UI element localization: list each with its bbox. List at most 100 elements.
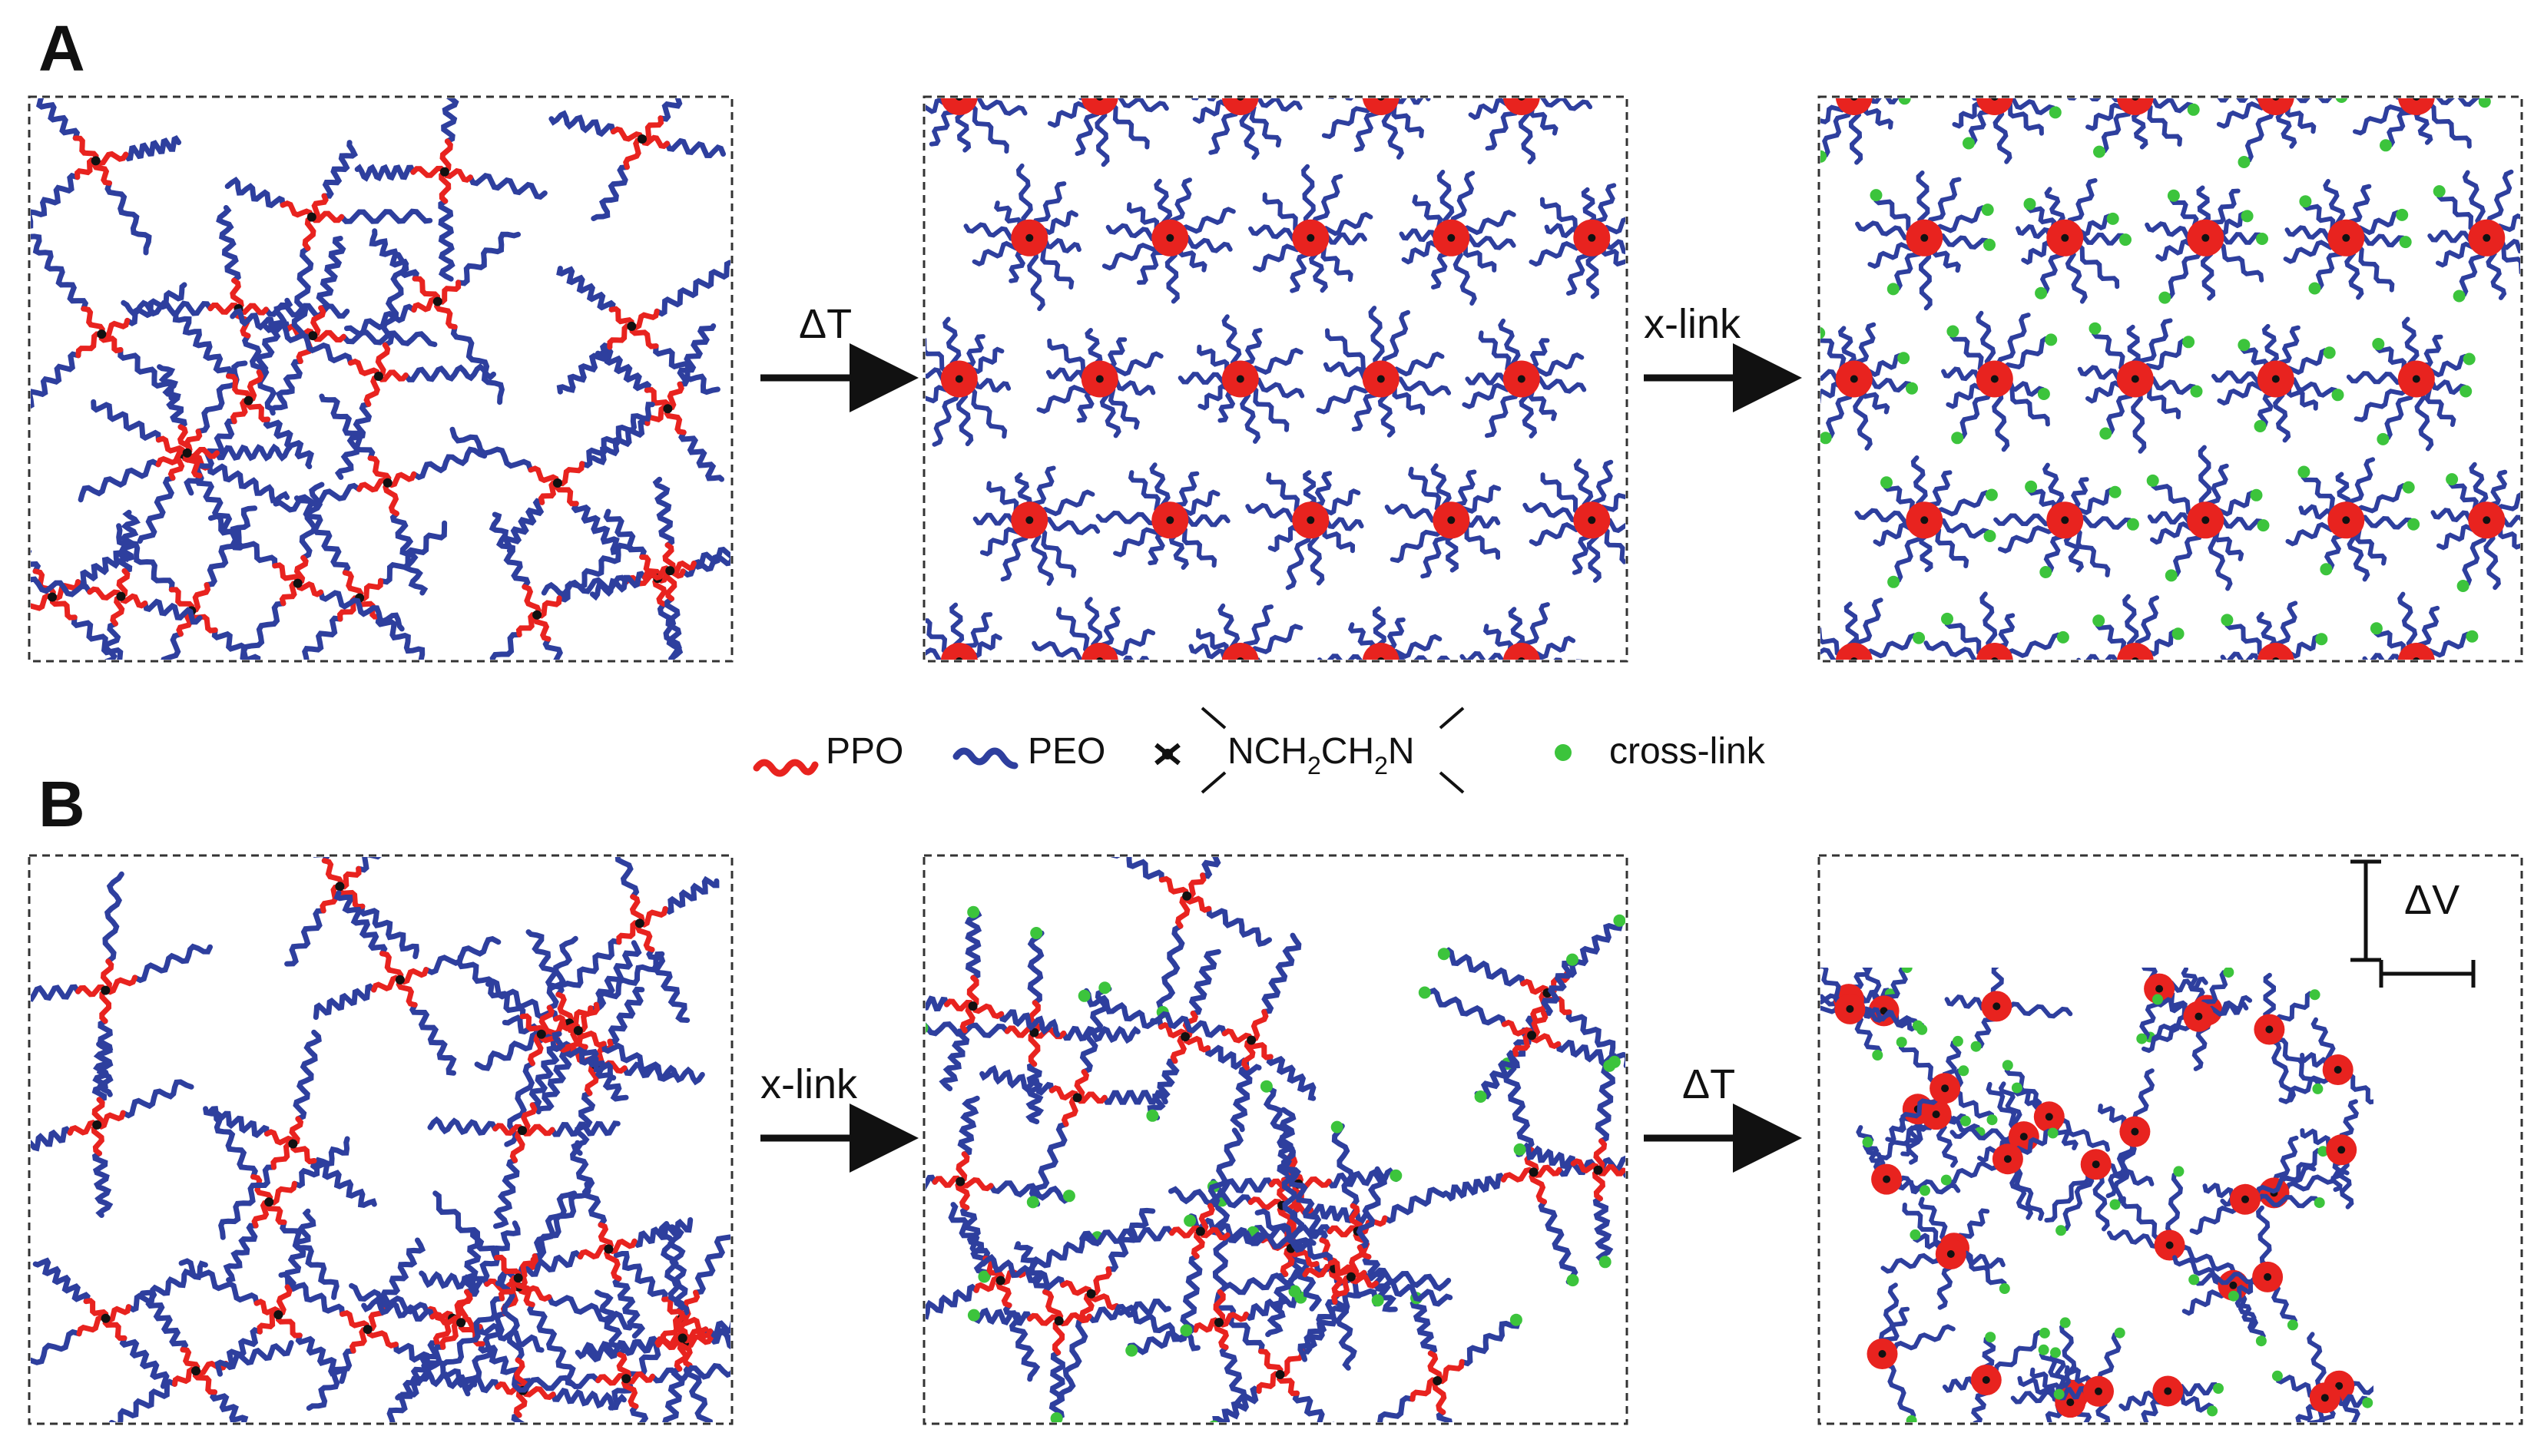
crosslink-dot [2023, 197, 2036, 210]
ppo-chain [519, 1013, 545, 1037]
crosslink-dot [2136, 1033, 2148, 1044]
crosslink-dot [1896, 1037, 1907, 1048]
linker-core [1166, 233, 1174, 242]
ppo-chain [99, 988, 111, 1024]
peo-chain [949, 656, 962, 660]
legend: PPO PEO NCH2CH2N cross-link [753, 706, 1766, 794]
peo-chain [1592, 1196, 1614, 1265]
peo-chain [1379, 659, 1383, 660]
crosslink-dot [2459, 57, 2471, 69]
peo-chain [1844, 656, 1857, 660]
linker-core [432, 296, 442, 306]
peo-chain [956, 659, 962, 660]
peo-chain [1025, 1061, 1045, 1125]
ppo-chain [1409, 1377, 1440, 1402]
peo-chain [1297, 1299, 1338, 1362]
ppo-micelle-core [1502, 643, 1540, 660]
crosslink-dot [2433, 185, 2446, 198]
peo-chain [1156, 923, 1185, 1016]
ppo-chain [245, 398, 270, 423]
peo-chain [263, 416, 314, 469]
ppo-chain [637, 905, 668, 928]
ppo-chain [1348, 1244, 1365, 1280]
crosslink-dot [1333, 1433, 1345, 1445]
ppo-chain [677, 1335, 693, 1368]
crosslink-dot [2114, 1327, 2125, 1339]
crosslink-dot [2165, 569, 2178, 582]
crosslink-dot [2056, 630, 2069, 644]
ppo-chain [1327, 1225, 1361, 1238]
peo-chain [561, 938, 622, 988]
ppo-chain [293, 554, 309, 587]
ppo-chain [379, 951, 404, 983]
crosslink-dot [2049, 64, 2061, 76]
peo-chain [389, 511, 429, 596]
crosslink-dot [1629, 1157, 1641, 1169]
crosslink-dot [1437, 948, 1450, 961]
network-a3-ordered-crosslinked [1820, 57, 2520, 660]
peo-chain [1519, 98, 1526, 99]
ppo-chain [363, 373, 382, 407]
peo-chain [535, 1051, 572, 1115]
peo-chain [1238, 98, 1243, 99]
peo-chain [1013, 1241, 1052, 1295]
peo-chain [139, 1289, 189, 1353]
ppo-chain [265, 1199, 287, 1226]
peo-chain [1519, 659, 1524, 660]
peo-chain [926, 1283, 979, 1320]
crosslink-dot [2158, 291, 2171, 304]
ppo-chain [528, 465, 561, 486]
linker-core [2334, 1066, 2342, 1074]
peo-chain [210, 1389, 249, 1422]
ppo-chain [266, 1180, 297, 1206]
ppo-chain [1174, 893, 1191, 929]
ppo-chain [383, 480, 399, 517]
crosslink-dot [1951, 432, 1964, 445]
crosslink-dot [2173, 1166, 2185, 1177]
ppo-chain [442, 167, 473, 184]
ppo-chain [1074, 1069, 1090, 1100]
crosslink-dot [1026, 1196, 1039, 1209]
crosslink-dot [1872, 1050, 1883, 1061]
ppo-chain [509, 1127, 525, 1163]
peo-chain [1992, 98, 2001, 99]
ppo-chain [1241, 1037, 1256, 1070]
ppo-chain [642, 565, 673, 581]
ppo-chain [435, 280, 462, 305]
peo-chain [1086, 1298, 1171, 1324]
linker-core [2019, 1133, 2028, 1141]
peo-chain [455, 231, 521, 286]
ppo-chain [1027, 1312, 1062, 1326]
ppo-chain [654, 1332, 686, 1347]
ppo-chain [538, 1004, 555, 1037]
ppo-chain [1328, 1259, 1354, 1280]
ppo-chain [498, 1275, 522, 1302]
peo-chain [1992, 659, 1997, 660]
ppo-micelle-core [1081, 643, 1118, 660]
peo-chain [1971, 98, 1997, 101]
crosslink-dot [1260, 1080, 1273, 1093]
peo-chain [1223, 1268, 1308, 1296]
peo-chain [1234, 659, 1243, 660]
linker-core [1990, 375, 1999, 383]
ppo-chain [1520, 978, 1550, 996]
peo-chain [591, 164, 630, 221]
linker-core [306, 212, 316, 222]
ppo-chain [257, 1311, 281, 1335]
crosslink-dot [2396, 208, 2409, 221]
ppo-chain [664, 405, 687, 435]
peo-chain [2274, 98, 2278, 99]
peo-chain [1150, 1011, 1227, 1038]
peo-chain [223, 1340, 294, 1371]
peo-chain [273, 482, 363, 513]
peo-chain [1238, 659, 1243, 660]
linker-core [48, 592, 57, 602]
ppo-chain [310, 329, 346, 343]
linker-core [2413, 98, 2420, 101]
crosslink-dot [2025, 480, 2038, 493]
peo-chain [579, 1044, 629, 1102]
peo-chain [31, 351, 81, 409]
peo-chain [2274, 659, 2278, 660]
ppo-chain [118, 593, 148, 609]
linker-core [97, 329, 107, 339]
